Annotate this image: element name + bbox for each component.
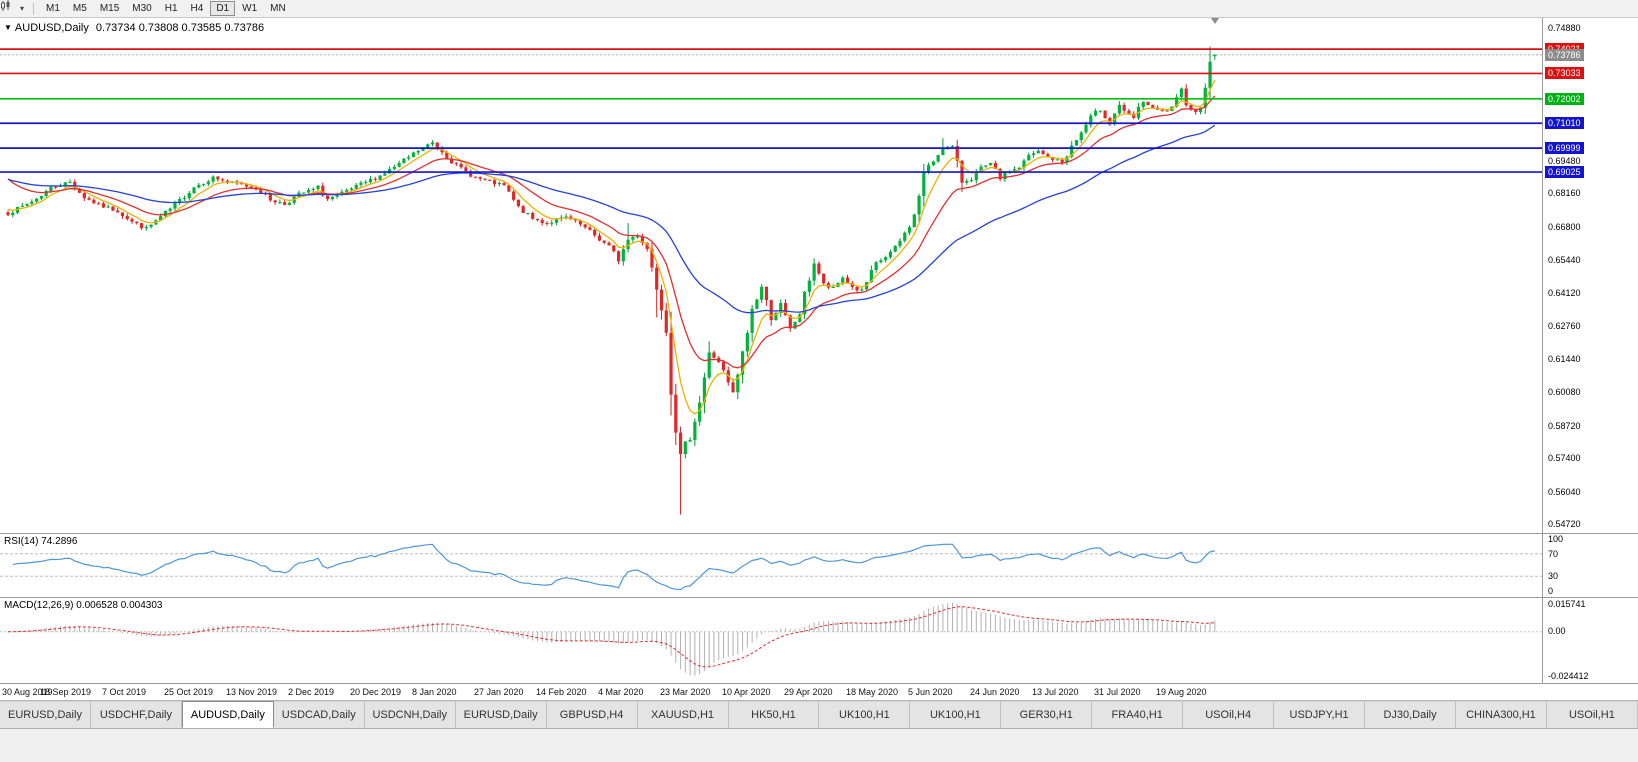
timeframe-button-h1[interactable]: H1	[164, 3, 178, 14]
price-axis-label: 0.56040	[1548, 487, 1581, 497]
macd-panel: MACD(12,26,9) 0.006528 0.004303 0.015741…	[0, 598, 1638, 684]
macd-axis-label: 0.00	[1548, 626, 1566, 636]
chart-tab-ger30-h1[interactable]: GER30,H1	[1001, 701, 1093, 728]
rsi-axis-label: 70	[1548, 549, 1559, 559]
date-axis-label: 19 Aug 2020	[1156, 687, 1207, 697]
chart-tab-usoil-h4[interactable]: USOil,H4	[1183, 701, 1275, 728]
date-axis-label: 10 Apr 2020	[722, 687, 771, 697]
price-axis-label: 0.64120	[1548, 288, 1581, 298]
timeframe-button-h4[interactable]: H4	[190, 3, 204, 14]
main-price-axis[interactable]: 0.74880 0.69480 0.68160 0.66800 0.65440 0.641…	[1543, 18, 1638, 533]
timeframe-buttons: M1 M5 M15 M30 H1 H4 D1 W1 MN	[40, 1, 292, 16]
macd-axis-label: 0.015741	[1548, 599, 1586, 609]
price-axis-label: 0.60080	[1548, 387, 1581, 397]
date-axis-label: 13 Nov 2019	[226, 687, 278, 697]
chart-tab-usdchf-daily[interactable]: USDCHF,Daily	[90, 701, 182, 728]
chart-tab-china300-h1[interactable]: CHINA300,H1	[1456, 701, 1547, 728]
chart-title: ▼ AUDUSD,Daily 0.73734 0.73808 0.73585 0.7…	[4, 22, 264, 34]
chart-tab-dj30-daily[interactable]: DJ30,Daily	[1365, 701, 1456, 728]
date-axis-label: 29 Apr 2020	[784, 687, 833, 697]
chart-tab-xauusd-h1[interactable]: XAUUSD,H1	[637, 701, 729, 728]
chart-tab-usdcad-daily[interactable]: USDCAD,Daily	[273, 701, 365, 728]
price-axis-label: 0.74880	[1548, 23, 1581, 33]
timeframe-button-m15[interactable]: M15	[99, 3, 120, 14]
collapse-chart-icon[interactable]: ▼	[4, 23, 12, 32]
date-axis-label: 25 Oct 2019	[164, 687, 214, 697]
price-level-badge: 0.71010	[1545, 117, 1584, 129]
status-bar	[0, 729, 1638, 762]
price-axis-label: 0.66800	[1548, 222, 1581, 232]
price-axis-label: 0.61440	[1548, 354, 1581, 364]
rsi-axis-label: 0	[1548, 586, 1554, 596]
macd-axis-label: -0.024412	[1548, 671, 1589, 681]
price-level-badge: 0.73033	[1545, 67, 1584, 79]
chart-tab-audusd-daily[interactable]: AUDUSD,Daily	[181, 701, 274, 728]
price-axis-label: 0.58720	[1548, 421, 1581, 431]
date-axis-label: 27 Jan 2020	[474, 687, 524, 697]
date-axis-label: 18 Sep 2019	[40, 687, 92, 697]
macd-label: MACD(12,26,9) 0.006528 0.004303	[4, 600, 163, 611]
chart-symbol-label: AUDUSD,Daily	[14, 22, 89, 34]
chart-tab-usdcnh-daily[interactable]: USDCNH,Daily	[364, 701, 456, 728]
chart-tab-uk100-h1[interactable]: UK100,H1	[910, 701, 1002, 728]
chart-ohlc-values: 0.73734 0.73808 0.73585 0.73786	[95, 22, 265, 34]
rsi-label: RSI(14) 74.2896	[4, 536, 78, 547]
price-level-badge: 0.73786	[1545, 49, 1584, 61]
chart-tabs-bar: EURUSD,Daily USDCHF,Daily AUDUSD,Daily USDC…	[0, 701, 1638, 729]
chart-tab-gbpusd-h4[interactable]: GBPUSD,H4	[546, 701, 638, 728]
date-axis-label: 31 Jul 2020	[1094, 687, 1141, 697]
date-axis[interactable]: 30 Aug 2019 18 Sep 2019 7 Oct 2019 25 Oct 2…	[0, 684, 1638, 701]
timeframe-button-mn[interactable]: MN	[270, 3, 286, 14]
timeframe-button-m1[interactable]: M1	[46, 3, 60, 14]
toolbar-separator	[33, 2, 35, 15]
chart-tab-usoil-h1[interactable]: USOil,H1	[1546, 701, 1638, 728]
date-axis-label: 13 Jul 2020	[1032, 687, 1079, 697]
chart-tab-fra40-h1[interactable]: FRA40,H1	[1092, 701, 1184, 728]
price-axis-label: 0.68160	[1548, 188, 1581, 198]
rsi-panel: RSI(14) 74.2896 100 70 30 0	[0, 534, 1638, 598]
chart-tab-uk100-h1[interactable]: UK100,H1	[819, 701, 911, 728]
date-axis-label: 20 Dec 2019	[350, 687, 402, 697]
timeframe-button-m30[interactable]: M30	[132, 3, 152, 14]
rsi-axis-label: 100	[1548, 534, 1564, 544]
timeframe-button-w1[interactable]: W1	[242, 3, 258, 14]
price-level-badge: 0.69999	[1545, 142, 1584, 154]
chart-tab-eurusd-daily[interactable]: EURUSD,Daily	[0, 701, 91, 728]
chart-shift-marker[interactable]	[1211, 18, 1219, 24]
price-level-badge: 0.69025	[1545, 166, 1584, 178]
date-axis-label: 2 Dec 2019	[288, 687, 335, 697]
timeframe-button-d1[interactable]: D1	[210, 1, 236, 16]
date-axis-label: 8 Jan 2020	[412, 687, 457, 697]
date-axis-label: 14 Feb 2020	[536, 687, 587, 697]
date-axis-label: 5 Jun 2020	[908, 687, 953, 697]
price-axis-label: 0.62760	[1548, 321, 1581, 331]
date-axis-label: 24 Jun 2020	[970, 687, 1020, 697]
date-axis-label: 30 Aug 2019	[2, 687, 53, 697]
date-axis-label: 18 May 2020	[846, 687, 899, 697]
date-axis-label: 23 Mar 2020	[660, 687, 711, 697]
macd-axis[interactable]: 0.015741 0.00 -0.024412	[1543, 598, 1638, 683]
price-axis-label: 0.57400	[1548, 453, 1581, 463]
chart-tab-eurusd-daily[interactable]: EURUSD,Daily	[455, 701, 547, 728]
rsi-axis-label: 30	[1548, 571, 1559, 581]
chart-tab-usdjpy-h1[interactable]: USDJPY,H1	[1274, 701, 1366, 728]
rsi-axis[interactable]: 100 70 30 0	[1543, 534, 1638, 597]
price-axis-label: 0.65440	[1548, 255, 1581, 265]
macd-plot[interactable]: MACD(12,26,9) 0.006528 0.004303	[0, 598, 1543, 683]
rsi-plot[interactable]: RSI(14) 74.2896	[0, 534, 1543, 597]
candlestick-chart-icon[interactable]	[1, 0, 18, 15]
chart-type-dropdown-icon[interactable]: ▾	[20, 4, 25, 13]
timeframe-toolbar: ▾ M1 M5 M15 M30 H1 H4 D1 W1 MN	[0, 0, 1638, 18]
main-chart-plot[interactable]: ▼ AUDUSD,Daily 0.73734 0.73808 0.73585 0.7…	[0, 18, 1543, 533]
timeframe-button-m5[interactable]: M5	[72, 3, 87, 14]
date-axis-label: 4 Mar 2020	[598, 687, 644, 697]
price-axis-label: 0.69480	[1548, 156, 1581, 166]
date-axis-label: 7 Oct 2019	[102, 687, 147, 697]
chart-tab-hk50-h1[interactable]: HK50,H1	[728, 701, 820, 728]
main-chart-panel: ▼ AUDUSD,Daily 0.73734 0.73808 0.73585 0.7…	[0, 18, 1638, 534]
price-axis-label: 0.54720	[1548, 519, 1581, 529]
price-level-badge: 0.72002	[1545, 93, 1584, 105]
